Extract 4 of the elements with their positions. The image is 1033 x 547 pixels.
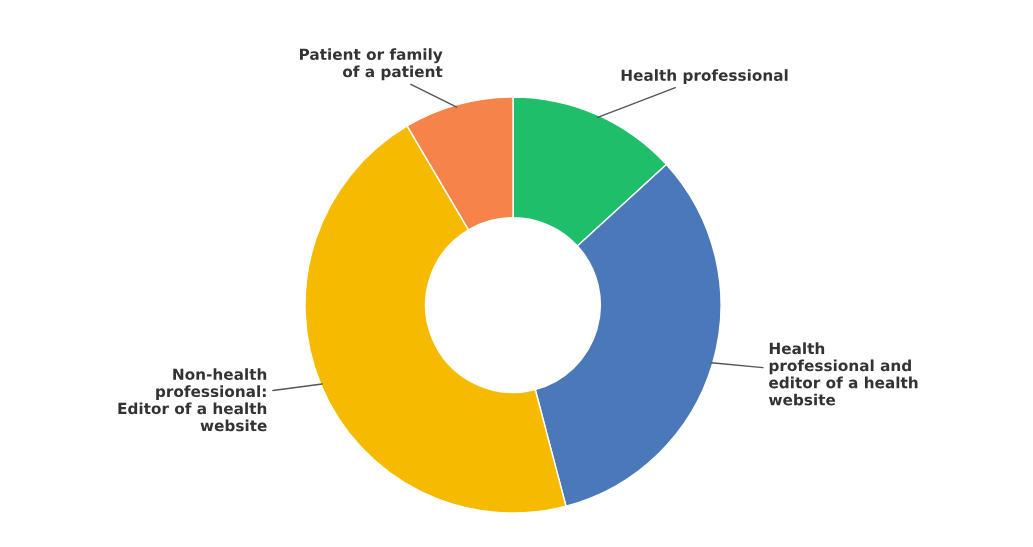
slice-label: Patient or family of a patient: [299, 48, 443, 81]
slice-label: Health professional: [621, 69, 788, 84]
slice-label: Health professional and editor of a health website: [768, 342, 918, 406]
slice-label: Non-health professional: Editor of a health website: [118, 368, 267, 432]
